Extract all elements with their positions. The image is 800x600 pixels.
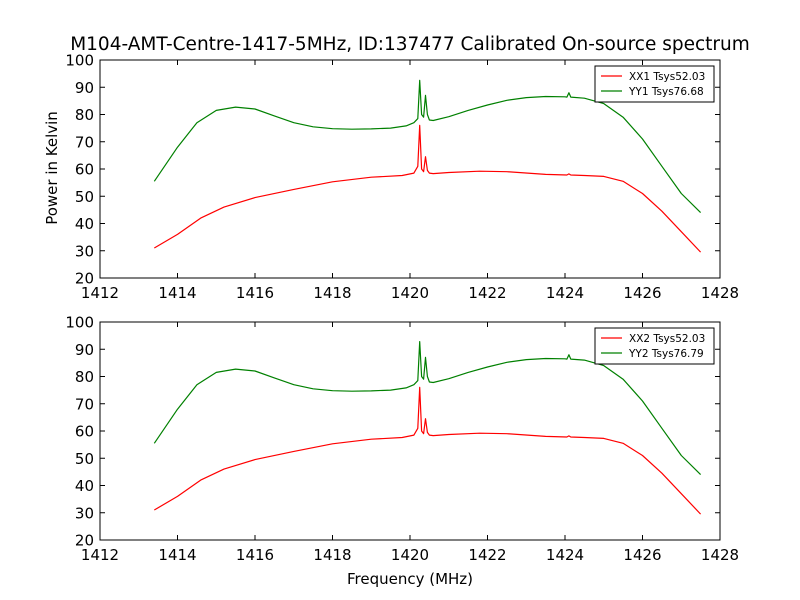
legend-label: YY1 Tsys76.68 xyxy=(628,86,704,98)
legend-label: YY2 Tsys76.79 xyxy=(628,348,704,360)
x-tick-label: 1418 xyxy=(313,284,351,302)
x-tick-label: 1428 xyxy=(701,284,739,302)
y-tick-label: 60 xyxy=(75,161,94,179)
y-tick-label: 20 xyxy=(75,532,94,550)
legend-label: XX2 Tsys52.03 xyxy=(629,333,705,345)
x-tick-label: 1428 xyxy=(701,546,739,564)
plot-panel-2: 1412 1414 1416 1418 1420 1422 1424 1426 1428 20 30… xyxy=(65,314,739,565)
series-line-xx1 xyxy=(153,124,702,253)
y-tick-label: 50 xyxy=(75,450,94,468)
y-tick-label: 50 xyxy=(75,188,94,206)
chart-title: M104-AMT-Centre-1417-5MHz, ID:137477 Cal… xyxy=(70,34,750,55)
y-tick-label: 20 xyxy=(75,270,94,288)
y-tick-label: 30 xyxy=(75,504,94,522)
y-tick-label: 80 xyxy=(75,106,94,124)
series-line-yy2 xyxy=(153,341,702,476)
legend: XX2 Tsys52.03 YY2 Tsys76.79 xyxy=(594,327,715,365)
legend: XX1 Tsys52.03 YY1 Tsys76.68 xyxy=(594,65,715,103)
y-tick-label: 30 xyxy=(75,242,94,260)
x-tick-label: 1418 xyxy=(313,546,351,564)
y-tick-label: 70 xyxy=(75,395,94,413)
x-tick-label: 1424 xyxy=(546,284,584,302)
series-line-yy1 xyxy=(153,79,702,214)
x-tick-label: 1424 xyxy=(546,546,584,564)
y-tick-label: 40 xyxy=(75,477,94,495)
legend-label: XX1 Tsys52.03 xyxy=(629,71,705,83)
legend-box xyxy=(594,65,715,103)
x-tick-label: 1414 xyxy=(158,284,196,302)
x-tick-label: 1416 xyxy=(236,546,274,564)
y-tick-label: 90 xyxy=(75,79,94,97)
x-tick-label: 1426 xyxy=(623,284,661,302)
y-tick-label: 90 xyxy=(75,341,94,359)
x-tick-label: 1422 xyxy=(468,284,506,302)
x-tick-label: 1414 xyxy=(158,546,196,564)
y-tick-label: 40 xyxy=(75,215,94,233)
legend-box xyxy=(594,327,715,365)
y-tick-label: 80 xyxy=(75,368,94,386)
y-tick-label: 100 xyxy=(65,314,94,332)
y-tick-label: 70 xyxy=(75,133,94,151)
x-tick-label: 1426 xyxy=(623,546,661,564)
y-tick-label: 60 xyxy=(75,423,94,441)
x-axis-label: Frequency (MHz) xyxy=(346,570,474,588)
x-tick-label: 1412 xyxy=(81,284,119,302)
x-tick-label: 1420 xyxy=(391,284,429,302)
x-tick-label: 1420 xyxy=(391,546,429,564)
x-tick-label: 1412 xyxy=(81,546,119,564)
plot-panel-1: 1412 1414 1416 1418 1420 1422 1424 1426 1428 20 30… xyxy=(65,52,739,303)
series-line-xx2 xyxy=(153,386,702,515)
x-tick-label: 1422 xyxy=(468,546,506,564)
y-tick-label: 100 xyxy=(65,52,94,70)
x-tick-label: 1416 xyxy=(236,284,274,302)
